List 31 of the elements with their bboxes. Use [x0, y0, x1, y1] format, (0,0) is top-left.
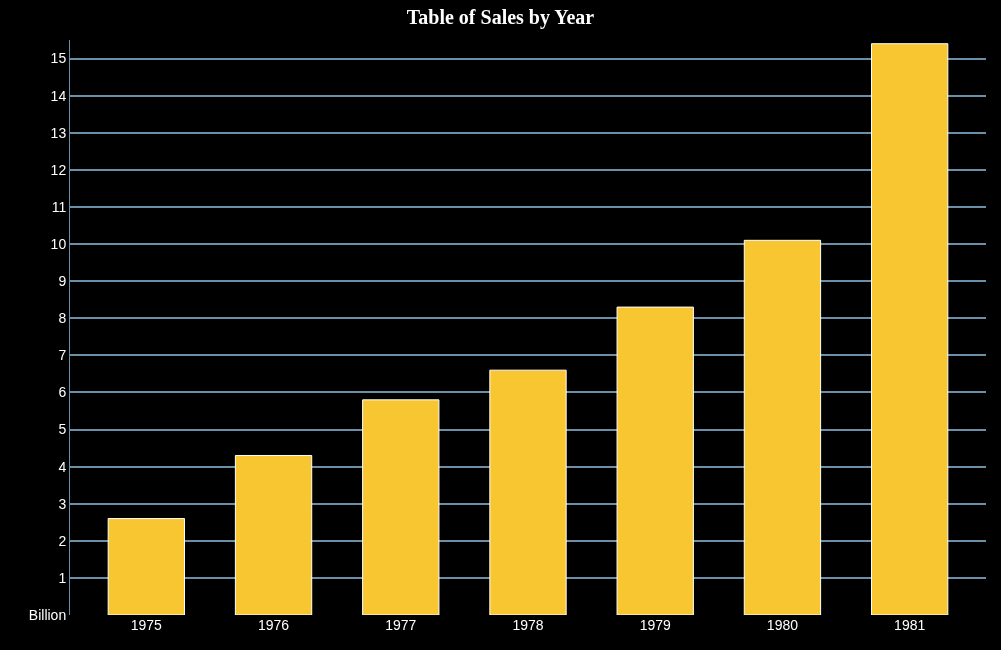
bar	[234, 454, 313, 615]
bar	[871, 43, 949, 615]
y-tick-label: 15	[50, 50, 67, 67]
y-tick-label: 7	[58, 347, 67, 364]
bar	[489, 369, 567, 615]
x-tick-label: 1981	[894, 617, 926, 633]
x-tick-label: 1977	[385, 617, 417, 633]
y-tick-label: 5	[58, 421, 67, 438]
y-tick-label: 8	[58, 310, 67, 327]
y-tick-label: 10	[50, 235, 67, 252]
y-tick-label: 9	[58, 273, 67, 290]
y-tick-label: 3	[58, 495, 67, 512]
y-tick-label: Billion	[28, 606, 67, 623]
bar	[616, 306, 694, 615]
x-tick-label: 1978	[512, 617, 544, 633]
chart-title: Table of Sales by Year	[406, 5, 595, 29]
bar	[107, 518, 185, 615]
y-tick-label: 11	[51, 198, 67, 215]
x-tick-label: 1975	[130, 617, 163, 633]
x-tick-label: 1979	[639, 617, 671, 633]
x-tick-label: 1976	[257, 617, 290, 633]
y-tick-label: 13	[50, 124, 67, 141]
y-tick-label: 4	[58, 458, 67, 475]
y-tick-label: 2	[58, 532, 67, 549]
bar	[743, 239, 822, 615]
x-tick-label: 1980	[766, 617, 799, 633]
y-tick-label: 6	[58, 384, 67, 401]
y-tick-label: 14	[50, 87, 67, 104]
bar	[362, 399, 440, 615]
y-tick-label: 1	[58, 569, 67, 586]
y-tick-label: 12	[50, 161, 67, 178]
